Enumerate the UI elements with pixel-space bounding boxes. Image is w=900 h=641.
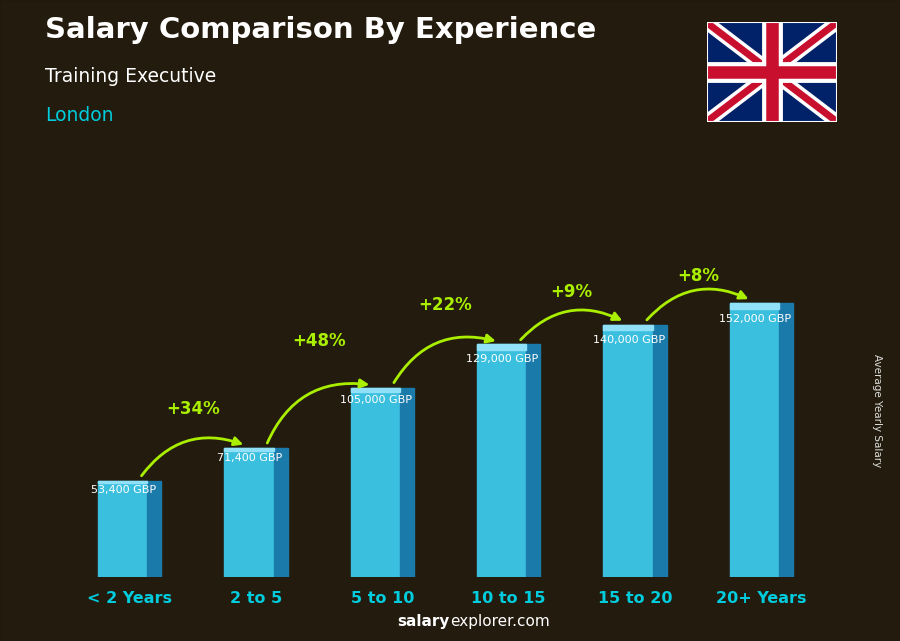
Bar [730, 303, 778, 309]
Bar [148, 481, 161, 577]
Text: +8%: +8% [677, 267, 719, 285]
Bar [351, 388, 400, 577]
Text: +22%: +22% [418, 296, 472, 314]
Text: +34%: +34% [166, 399, 220, 418]
Text: Salary Comparison By Experience: Salary Comparison By Experience [45, 16, 596, 44]
Text: London: London [45, 106, 113, 125]
Text: +9%: +9% [551, 283, 593, 301]
Bar [400, 388, 414, 577]
Text: Training Executive: Training Executive [45, 67, 216, 87]
Bar [526, 344, 540, 577]
Bar [603, 324, 652, 577]
Bar [652, 324, 667, 577]
Bar [98, 481, 148, 577]
Text: 53,400 GBP: 53,400 GBP [91, 485, 156, 495]
Text: 71,400 GBP: 71,400 GBP [217, 453, 283, 463]
Bar [351, 388, 400, 392]
Bar [603, 324, 652, 330]
Bar [224, 448, 274, 577]
Text: salary: salary [398, 614, 450, 629]
Text: 152,000 GBP: 152,000 GBP [719, 314, 791, 324]
Text: 129,000 GBP: 129,000 GBP [466, 354, 538, 364]
Bar [477, 344, 526, 577]
Bar [778, 303, 793, 577]
Text: 140,000 GBP: 140,000 GBP [592, 335, 665, 345]
Bar [730, 303, 778, 577]
Text: +48%: +48% [292, 332, 346, 350]
Bar [224, 448, 274, 451]
Bar [477, 344, 526, 349]
Text: 105,000 GBP: 105,000 GBP [340, 395, 412, 405]
Text: Average Yearly Salary: Average Yearly Salary [872, 354, 883, 467]
Bar [274, 448, 288, 577]
Text: explorer.com: explorer.com [450, 614, 550, 629]
Bar [98, 481, 148, 483]
